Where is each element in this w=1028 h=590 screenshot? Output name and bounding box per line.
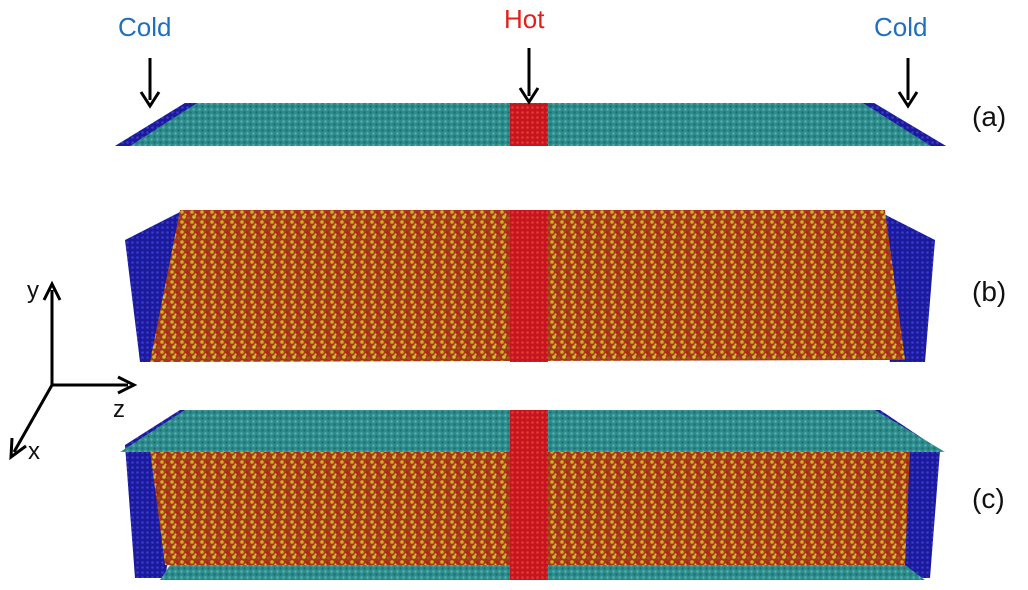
- panel-a-graphene: [115, 103, 946, 146]
- hot-region-c: [510, 410, 548, 580]
- panel-c-combined: [120, 410, 945, 580]
- cold-label-right: Cold: [874, 12, 928, 42]
- panel-label-c: (c): [972, 483, 1005, 514]
- z-axis-arrowhead: [117, 375, 138, 395]
- panel-label-a: (a): [972, 101, 1007, 132]
- cold-label-left: Cold: [118, 12, 172, 42]
- arrow-cold-right-head: [897, 91, 919, 109]
- y-axis-arrowhead: [42, 280, 62, 301]
- hot-region-b: [510, 210, 548, 362]
- axis-label-x: x: [28, 438, 40, 465]
- axis-label-y: y: [27, 277, 39, 304]
- cold-region-right-a: [863, 103, 946, 146]
- arrow-cold-left-head: [139, 91, 161, 109]
- axis-label-z: z: [113, 396, 125, 423]
- panel-b-liquid: [125, 210, 935, 362]
- x-axis-arrowhead: [9, 437, 27, 461]
- hot-region-a: [510, 103, 548, 146]
- hot-label: Hot: [504, 4, 545, 34]
- cold-region-left-a: [115, 103, 197, 146]
- panel-label-b: (b): [972, 276, 1007, 307]
- x-axis-line: [12, 384, 54, 453]
- pointer-arrows: [139, 48, 919, 109]
- coordinate-axes: [9, 280, 138, 461]
- arrow-hot-head: [518, 87, 540, 105]
